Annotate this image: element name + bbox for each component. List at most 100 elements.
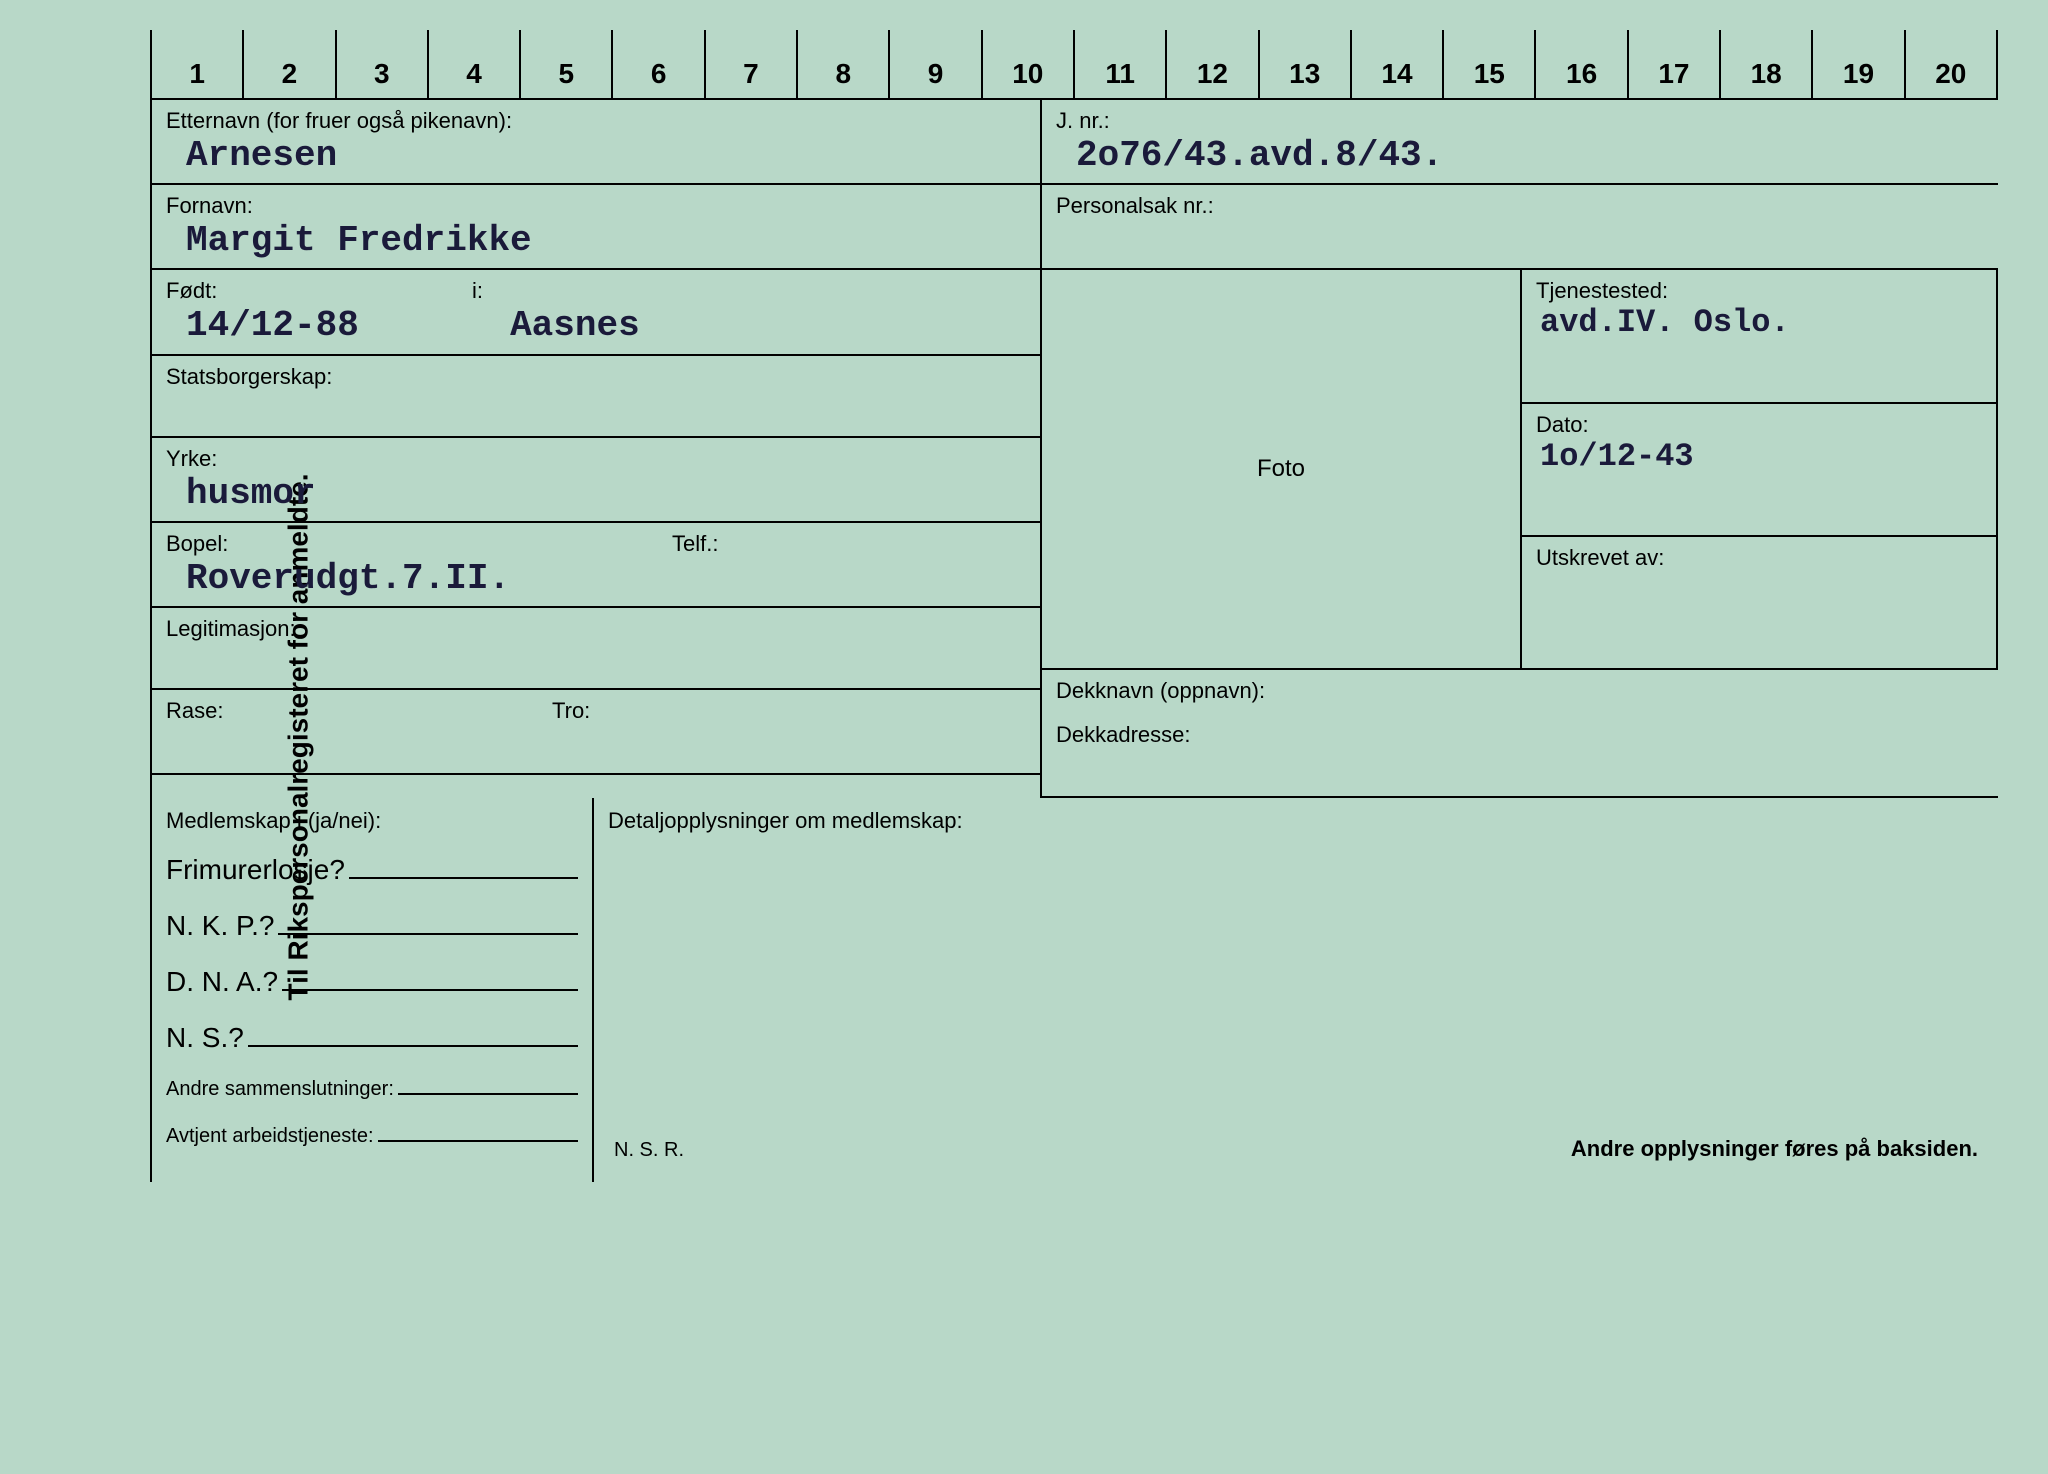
blank-line xyxy=(278,933,578,935)
ruler-cell: 4 xyxy=(427,30,519,98)
legitimasjon-field: Legitimasjon: xyxy=(152,608,1040,690)
statsborgerskap-value xyxy=(166,390,1026,430)
membership-column: Medlemskap i (ja/nei): Frimurerlosje? N.… xyxy=(152,798,592,1182)
ruler-cell: 19 xyxy=(1811,30,1903,98)
dato-label: Dato: xyxy=(1536,412,1982,438)
registration-card: 1 2 3 4 5 6 7 8 9 10 11 12 13 14 15 16 1… xyxy=(90,30,1998,1444)
detail-column: Detaljopplysninger om medlemskap: N. S. … xyxy=(592,798,1998,1182)
dato-field: Dato: 1o/12-43 xyxy=(1522,404,1996,537)
fornavn-value: Margit Fredrikke xyxy=(166,219,1026,262)
statsborgerskap-label: Statsborgerskap: xyxy=(166,364,1026,390)
nkp-line: N. K. P.? xyxy=(166,910,578,942)
ruler-cell: 3 xyxy=(335,30,427,98)
ruler-cell: 20 xyxy=(1904,30,1998,98)
jnr-field: J. nr.: 2o76/43.avd.8/43. xyxy=(1040,100,1998,185)
jnr-label: J. nr.: xyxy=(1056,108,1984,134)
etternavn-field: Etternavn (for fruer også pikenavn): Arn… xyxy=(152,100,1040,185)
telf-label: Telf.: xyxy=(672,531,718,557)
tjenestested-value: avd.IV. Oslo. xyxy=(1536,304,1982,344)
dekknavn-label: Dekknavn (oppnavn): xyxy=(1056,678,1984,704)
blank-line xyxy=(378,1140,578,1142)
frimurerlosje-label: Frimurerlosje? xyxy=(166,854,345,886)
nkp-label: N. K. P.? xyxy=(166,910,274,942)
ruler-cell: 15 xyxy=(1442,30,1534,98)
avtjent-line: Avtjent arbeidstjeneste: xyxy=(166,1125,578,1148)
utskrevet-value xyxy=(1536,571,1982,611)
blank-line xyxy=(282,989,578,991)
dna-label: D. N. A.? xyxy=(166,966,278,998)
fornavn-label: Fornavn: xyxy=(166,193,1026,219)
frimurerlosje-line: Frimurerlosje? xyxy=(166,854,578,886)
yrke-label: Yrke: xyxy=(166,446,1026,472)
fodt-field: Født: i: 14/12-88 Aasnes xyxy=(152,270,1040,355)
ruler-cell: 6 xyxy=(611,30,703,98)
tro-label: Tro: xyxy=(552,698,590,724)
ruler-cell: 7 xyxy=(704,30,796,98)
detaljopplysninger-label: Detaljopplysninger om medlemskap: xyxy=(608,808,1984,834)
nsr-label: N. S. R. xyxy=(614,1139,684,1162)
ruler-cell: 1 xyxy=(150,30,242,98)
ruler-cell: 5 xyxy=(519,30,611,98)
fornavn-field: Fornavn: Margit Fredrikke xyxy=(152,185,1040,270)
dekk-section: Dekknavn (oppnavn): Dekkadresse: xyxy=(1040,670,1998,798)
bopel-label: Bopel: xyxy=(166,531,1026,557)
personalsak-value xyxy=(1056,219,1984,259)
dekkadresse-label: Dekkadresse: xyxy=(1056,722,1984,748)
blank-line xyxy=(398,1093,578,1095)
tjenestested-label: Tjenestested: xyxy=(1536,278,1982,304)
rase-value xyxy=(166,724,1026,764)
andre-label: Andre sammenslutninger: xyxy=(166,1078,394,1101)
membership-header: Medlemskap i (ja/nei): xyxy=(166,808,578,834)
ruler-cell: 10 xyxy=(981,30,1073,98)
legitimasjon-label: Legitimasjon: xyxy=(166,616,1026,642)
ruler-cell: 12 xyxy=(1165,30,1257,98)
andre-line: Andre sammenslutninger: xyxy=(166,1078,578,1101)
legitimasjon-value xyxy=(166,642,1026,682)
ruler-cell: 16 xyxy=(1534,30,1626,98)
ruler-cell: 13 xyxy=(1258,30,1350,98)
yrke-value: husmor xyxy=(166,472,1026,515)
bottom-section: Medlemskap i (ja/nei): Frimurerlosje? N.… xyxy=(150,798,1998,1182)
left-column: Etternavn (for fruer også pikenavn): Arn… xyxy=(150,100,1040,798)
utskrevet-field: Utskrevet av: xyxy=(1522,537,1996,670)
rase-label: Rase: xyxy=(166,698,1026,724)
rase-field: Rase: Tro: xyxy=(152,690,1040,775)
side-info-column: Tjenestested: avd.IV. Oslo. Dato: 1o/12-… xyxy=(1522,270,1998,670)
blank-line xyxy=(349,877,578,879)
utskrevet-label: Utskrevet av: xyxy=(1536,545,1982,571)
fodt-label: Født: xyxy=(166,278,1026,304)
etternavn-value: Arnesen xyxy=(166,134,1026,177)
ruler-cell: 9 xyxy=(888,30,980,98)
ruler-cell: 8 xyxy=(796,30,888,98)
dato-value: 1o/12-43 xyxy=(1536,438,1982,478)
foto-row: Foto Tjenestested: avd.IV. Oslo. Dato: 1… xyxy=(1040,270,1998,670)
tjenestested-field: Tjenestested: avd.IV. Oslo. xyxy=(1522,270,1996,403)
right-column: J. nr.: 2o76/43.avd.8/43. Personalsak nr… xyxy=(1040,100,1998,798)
ruler-cell: 18 xyxy=(1719,30,1811,98)
fodt-value: 14/12-88 Aasnes xyxy=(166,304,1026,347)
main-grid: Etternavn (for fruer også pikenavn): Arn… xyxy=(150,100,1998,798)
ns-line: N. S.? xyxy=(166,1022,578,1054)
ruler-cell: 2 xyxy=(242,30,334,98)
personalsak-field: Personalsak nr.: xyxy=(1040,185,1998,270)
statsborgerskap-field: Statsborgerskap: xyxy=(152,356,1040,438)
fodt-place: Aasnes xyxy=(510,305,640,346)
yrke-field: Yrke: husmor xyxy=(152,438,1040,523)
ns-label: N. S.? xyxy=(166,1022,244,1054)
avtjent-label: Avtjent arbeidstjeneste: xyxy=(166,1125,374,1148)
bopel-field: Bopel: Telf.: Roverudgt.7.II. xyxy=(152,523,1040,608)
foto-box: Foto xyxy=(1042,270,1522,670)
personalsak-label: Personalsak nr.: xyxy=(1056,193,1984,219)
dna-line: D. N. A.? xyxy=(166,966,578,998)
etternavn-label: Etternavn (for fruer også pikenavn): xyxy=(166,108,1026,134)
ruler-row: 1 2 3 4 5 6 7 8 9 10 11 12 13 14 15 16 1… xyxy=(150,30,1998,100)
fodt-date: 14/12-88 xyxy=(186,305,359,346)
jnr-value: 2o76/43.avd.8/43. xyxy=(1056,134,1984,177)
footer-note: Andre opplysninger føres på baksiden. xyxy=(1571,1136,1978,1162)
ruler-cell: 14 xyxy=(1350,30,1442,98)
bopel-value: Roverudgt.7.II. xyxy=(166,557,1026,600)
ruler-cell: 11 xyxy=(1073,30,1165,98)
ruler-cell: 17 xyxy=(1627,30,1719,98)
blank-line xyxy=(248,1045,578,1047)
i-label: i: xyxy=(472,278,483,304)
